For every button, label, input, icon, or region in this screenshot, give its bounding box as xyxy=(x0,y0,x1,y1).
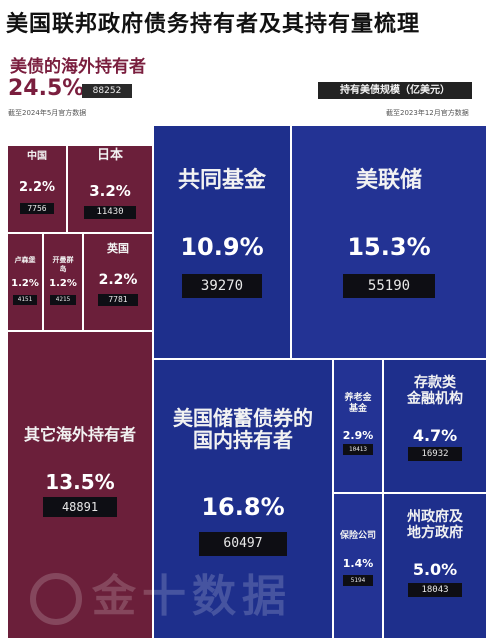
tile-pct: 10.9% xyxy=(180,232,264,261)
tile-value: 39270 xyxy=(182,274,262,299)
tile-name: 存款类 金融机构 xyxy=(407,375,463,408)
legend-unit: 持有美债规模（亿美元） xyxy=(318,82,472,99)
tile-value: 4151 xyxy=(13,295,37,306)
tile-name: 州政府及 地方政府 xyxy=(407,508,463,541)
treemap-tile: 存款类 金融机构 4.7% 16932 xyxy=(384,360,486,492)
watermark-logo-icon xyxy=(30,573,82,625)
treemap-tile: 日本 3.2% 11430 xyxy=(68,146,152,232)
tile-pct: 2.9% xyxy=(342,428,374,442)
tile-pct: 3.2% xyxy=(89,182,131,201)
tile-pct: 1.2% xyxy=(11,278,39,290)
treemap-tile: 保险公司 1.4% 5194 xyxy=(334,494,382,638)
treemap-tile: 共同基金 10.9% 39270 xyxy=(154,126,290,358)
treemap-chart: 中国 2.2% 7756 日本 3.2% 11430 卢森堡 1.2% 4151 开曼群岛 1.2%… xyxy=(0,122,486,638)
tile-pct: 1.2% xyxy=(49,278,77,290)
tile-value: 60497 xyxy=(199,532,287,557)
tile-value: 18043 xyxy=(408,583,462,598)
watermark: 金十数据 xyxy=(30,560,350,625)
tile-name: 开曼群岛 xyxy=(52,255,74,273)
tile-pct: 15.3% xyxy=(347,232,431,261)
tile-value: 4215 xyxy=(50,295,76,306)
tile-name: 共同基金 xyxy=(177,167,266,193)
tile-pct: 4.7% xyxy=(412,426,458,445)
tile-value: 16932 xyxy=(408,447,462,462)
tile-name: 美国储蓄债券的 国内持有者 xyxy=(173,405,313,452)
tile-name: 中国 xyxy=(27,151,47,163)
tile-name: 日本 xyxy=(96,148,123,164)
tile-name: 保险公司 xyxy=(340,531,377,542)
note-right: 截至2023年12月官方数据 xyxy=(386,109,469,117)
tile-value: 7756 xyxy=(20,202,54,214)
tile-value: 48891 xyxy=(43,497,117,518)
treemap-tile: 养老金 基金 2.9% 10413 xyxy=(334,360,382,492)
tile-value: 7781 xyxy=(98,293,138,306)
tile-name: 其它海外持有者 xyxy=(23,425,136,445)
tile-pct: 2.2% xyxy=(18,180,56,196)
treemap-tile: 美联储 15.3% 55190 xyxy=(292,126,486,358)
treemap-tile: 州政府及 地方政府 5.0% 18043 xyxy=(384,494,486,638)
tile-pct: 13.5% xyxy=(45,469,115,494)
treemap-tile: 英国 2.2% 7781 xyxy=(84,234,152,330)
tile-pct: 5.0% xyxy=(412,560,458,580)
tile-value: 11430 xyxy=(84,206,136,220)
tile-value: 10413 xyxy=(343,444,373,456)
treemap-tile: 中国 2.2% 7756 xyxy=(8,146,66,232)
tile-name: 美联储 xyxy=(355,167,422,193)
foreign-holders-pct: 24.5% xyxy=(8,76,85,101)
tile-pct: 1.4% xyxy=(342,557,374,571)
tile-value: 5194 xyxy=(343,574,373,586)
page-title: 美国联邦政府债务持有者及其持有量梳理 xyxy=(6,12,421,37)
treemap-tile: 美国储蓄债券的 国内持有者 16.8% 60497 xyxy=(154,360,332,638)
treemap-tile: 开曼群岛 1.2% 4215 xyxy=(44,234,82,330)
tile-name: 英国 xyxy=(107,242,129,256)
tile-pct: 16.8% xyxy=(201,493,285,522)
treemap-tile: 卢森堡 1.2% 4151 xyxy=(8,234,42,330)
foreign-holders-value: 88252 xyxy=(82,84,132,98)
watermark-text: 金十数据 xyxy=(92,571,292,622)
tile-name: 养老金 基金 xyxy=(344,393,372,415)
note-left: 截至2024年5月官方数据 xyxy=(8,109,87,117)
tile-name: 卢森堡 xyxy=(14,255,36,264)
tile-pct: 2.2% xyxy=(98,272,138,289)
foreign-holders-label: 美债的海外持有者 xyxy=(10,57,146,77)
tile-value: 55190 xyxy=(343,274,435,299)
